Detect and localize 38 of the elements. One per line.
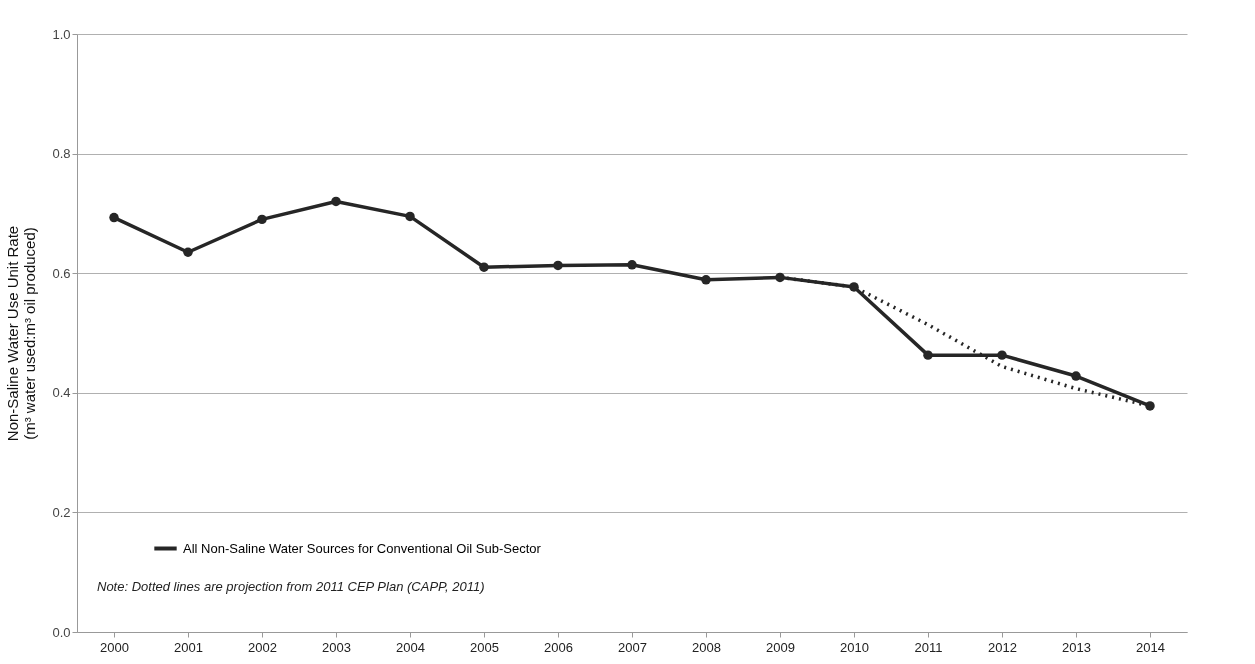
- x-tick-label: 2000: [100, 639, 129, 655]
- point: [1145, 401, 1155, 411]
- point: [775, 272, 785, 283]
- annotation: Note: Dotted lines are projection from 2011 CEP Plan (CAPP, 2011): [97, 579, 485, 594]
- x-tick-label: 2010: [840, 639, 869, 655]
- y-tick-label: 0.0: [52, 624, 71, 640]
- x-tick-label: 2001: [174, 639, 203, 655]
- y-tick-label: 0.8: [52, 146, 71, 162]
- point: [109, 212, 119, 223]
- point: [627, 260, 637, 270]
- y-tick-label: 0.2: [52, 504, 71, 520]
- point: [479, 262, 489, 272]
- y-tick-label: 0.6: [52, 265, 71, 281]
- legend-label: All Non-Saline Water Sources for Conventional Oil Sub-Sector: [183, 540, 542, 556]
- x-tick-label: 2008: [692, 639, 721, 655]
- point: [1071, 371, 1081, 381]
- point: [923, 350, 933, 360]
- x-tick-label: 2007: [618, 639, 647, 655]
- y-tick-label: 1.0: [52, 26, 71, 42]
- x-tick-label: 2004: [396, 639, 425, 655]
- x-tick-label: 2005: [470, 639, 499, 655]
- y-tick-label: 0.4: [52, 385, 71, 401]
- point: [183, 247, 193, 257]
- point: [331, 196, 341, 207]
- x-tick-label: 2012: [988, 639, 1017, 655]
- x-tick-label: 2002: [248, 639, 277, 655]
- point: [257, 214, 267, 225]
- point: [553, 260, 563, 271]
- x-tick-label: 2003: [322, 639, 351, 655]
- y-axis-title: Non-Saline Water Use Unit Rate (m³ water used:m³ oil produced): [4, 225, 39, 442]
- point: [701, 275, 711, 285]
- x-tick-label: 2014: [1136, 639, 1165, 655]
- x-tick-label: 2013: [1062, 639, 1091, 655]
- x-tick-label: 2009: [766, 639, 795, 655]
- x-tick-label: 2011: [914, 639, 943, 655]
- point: [997, 350, 1007, 360]
- point: [405, 211, 415, 222]
- x-tick-label: 2006: [544, 639, 573, 655]
